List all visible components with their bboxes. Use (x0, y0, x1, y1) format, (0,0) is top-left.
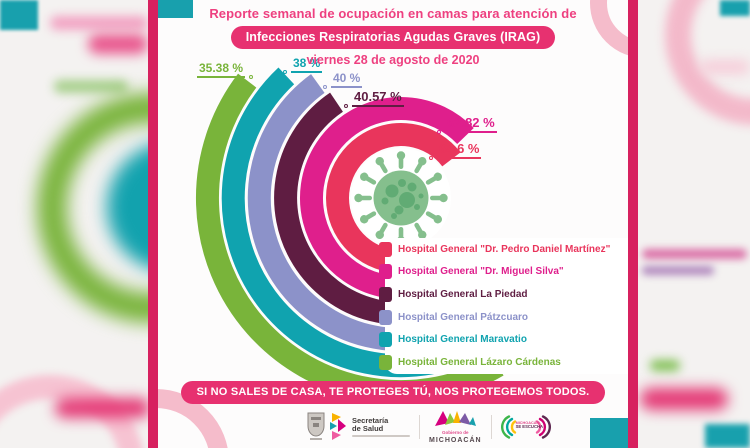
label-dot (437, 130, 441, 134)
secretaria-salud-wordmark: Secretaría de Salud (352, 417, 410, 437)
legend-row: Hospital General Lázaro Cárdenas (379, 353, 628, 373)
legend-color-tab (379, 355, 392, 371)
card-border-left (148, 0, 158, 448)
bg-blur-banner-pill (640, 388, 728, 410)
teal-corner-decoration (158, 0, 193, 18)
label-dot (323, 85, 327, 89)
divider (490, 415, 492, 439)
legend-hospital-name: Hospital General Lázaro Cárdenas (398, 357, 561, 369)
legend-hospital-name: Hospital General La Piedad (398, 289, 528, 301)
pct-label: 38 % (283, 56, 323, 74)
salud-logo-icon (330, 413, 346, 440)
bg-blur-legend-text (642, 249, 747, 259)
legend-row: Hospital General Maravatio (379, 330, 628, 350)
legend-hospital-name: Hospital General "Dr. Pedro Daniel Martí… (398, 243, 611, 255)
sound-waves-icon (500, 415, 551, 439)
pct-label: 62.82 % (437, 115, 497, 134)
footer-logos: Secretaría de Salud Gobierno de MICHOACÁ… (306, 409, 551, 445)
michoacan-logo: Gobierno de MICHOACÁN (429, 410, 482, 444)
report-date: viernes 28 de agosto de 2020 (306, 53, 480, 67)
legend-color-tab (379, 309, 392, 325)
escucha-wordmark: MICHOACÁN SE ESCUCHA (515, 421, 544, 430)
header: Reporte semanal de ocupación en camas pa… (158, 6, 628, 67)
bg-blur-pct-label (54, 80, 128, 93)
pct-label: 40 % (323, 71, 363, 89)
bg-blur-smudge (700, 60, 750, 74)
legend-hospital-name: Hospital General Maravatio (398, 334, 527, 346)
page-title: Reporte semanal de ocupación en camas pa… (209, 6, 577, 21)
legend-rows: Hospital General "Dr. Pedro Daniel Martí… (379, 238, 628, 374)
bg-blur-pill (88, 34, 148, 54)
legend-row: Hospital General La Piedad (379, 285, 628, 305)
virus-icon (354, 151, 448, 245)
michoacan-butterfly-icon (435, 411, 477, 427)
card-border-right (628, 0, 638, 448)
bg-blur-legend-text (642, 266, 714, 275)
virus-spots (381, 179, 424, 219)
bg-blur-title (50, 16, 148, 30)
legend-color-tab (379, 332, 392, 348)
label-dot (283, 70, 287, 74)
legend-row: Hospital General "Dr. Miguel Silva" (379, 262, 628, 282)
legend-color-tab (379, 287, 392, 303)
label-dot (344, 104, 348, 108)
label-dot (429, 156, 433, 160)
pct-label: 64.6 % (429, 141, 482, 160)
label-dot (249, 75, 254, 79)
bg-blur-teal-rect (705, 424, 750, 448)
legend-panel: Hospital General "Dr. Pedro Daniel Martí… (379, 238, 628, 374)
bg-blur-teal-rect (0, 0, 38, 30)
infographic-card: Reporte semanal de ocupación en camas pa… (148, 0, 638, 448)
micro-text-bar (352, 434, 410, 437)
bg-blur-magenta-pill (55, 398, 150, 418)
legend-color-tab (379, 264, 392, 280)
divider (419, 415, 420, 439)
pct-label: 35.38 % (197, 61, 254, 79)
legend-color-tab (379, 241, 392, 257)
teal-corner-decoration (590, 418, 628, 448)
bg-blur-teal-rect (720, 0, 750, 16)
legend-hospital-name: Hospital General Pátzcuaro (398, 311, 529, 323)
bg-blur-green-text (650, 360, 680, 371)
legend-row: Hospital General Pátzcuaro (379, 307, 628, 327)
legend-hospital-name: Hospital General "Dr. Miguel Silva" (398, 266, 564, 278)
coat-of-arms-icon (307, 412, 325, 440)
legend-row: Hospital General "Dr. Pedro Daniel Martí… (379, 239, 628, 259)
escucha-logo: MICHOACÁN SE ESCUCHA (500, 414, 551, 440)
bottom-banner: SI NO SALES DE CASA, TE PROTEGES TÚ, NOS… (180, 381, 606, 404)
header-banner-pill: Infecciones Respiratorias Agudas Graves … (230, 26, 556, 49)
pct-label: 40.57 % (344, 89, 404, 108)
